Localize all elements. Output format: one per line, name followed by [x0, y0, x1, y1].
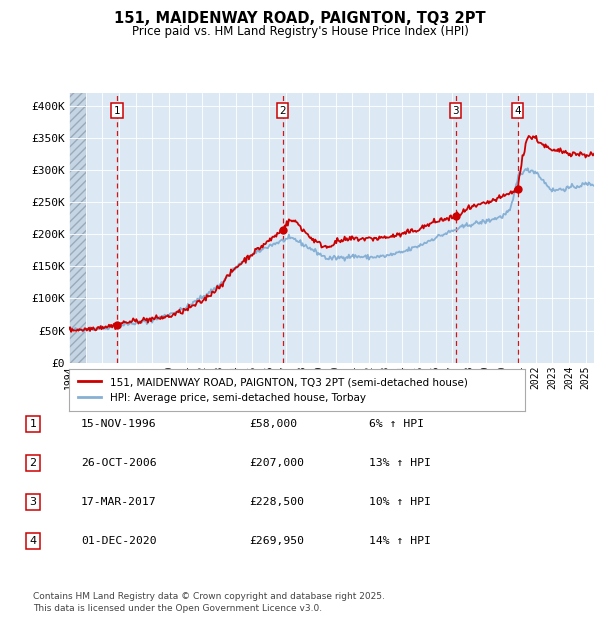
- Text: £228,500: £228,500: [249, 497, 304, 507]
- Text: 26-OCT-2006: 26-OCT-2006: [81, 458, 157, 468]
- Text: 13% ↑ HPI: 13% ↑ HPI: [369, 458, 431, 468]
- Text: 15-NOV-1996: 15-NOV-1996: [81, 419, 157, 429]
- Text: 17-MAR-2017: 17-MAR-2017: [81, 497, 157, 507]
- Text: 151, MAIDENWAY ROAD, PAIGNTON, TQ3 2PT: 151, MAIDENWAY ROAD, PAIGNTON, TQ3 2PT: [114, 11, 486, 26]
- Text: £207,000: £207,000: [249, 458, 304, 468]
- Text: £269,950: £269,950: [249, 536, 304, 546]
- Text: 4: 4: [514, 105, 521, 115]
- Text: 6% ↑ HPI: 6% ↑ HPI: [369, 419, 424, 429]
- Text: 2: 2: [29, 458, 37, 468]
- Text: Contains HM Land Registry data © Crown copyright and database right 2025.
This d: Contains HM Land Registry data © Crown c…: [33, 591, 385, 613]
- Text: 1: 1: [113, 105, 121, 115]
- Text: 01-DEC-2020: 01-DEC-2020: [81, 536, 157, 546]
- Legend: 151, MAIDENWAY ROAD, PAIGNTON, TQ3 2PT (semi-detached house), HPI: Average price: 151, MAIDENWAY ROAD, PAIGNTON, TQ3 2PT (…: [74, 373, 472, 407]
- Bar: [69, 93, 86, 363]
- Text: 3: 3: [29, 497, 37, 507]
- Text: 4: 4: [29, 536, 37, 546]
- Text: 2: 2: [280, 105, 286, 115]
- Text: 14% ↑ HPI: 14% ↑ HPI: [369, 536, 431, 546]
- Text: £58,000: £58,000: [249, 419, 297, 429]
- Text: 1: 1: [29, 419, 37, 429]
- Text: 10% ↑ HPI: 10% ↑ HPI: [369, 497, 431, 507]
- Text: 3: 3: [452, 105, 459, 115]
- Text: Price paid vs. HM Land Registry's House Price Index (HPI): Price paid vs. HM Land Registry's House …: [131, 25, 469, 38]
- Bar: [69, 93, 86, 363]
